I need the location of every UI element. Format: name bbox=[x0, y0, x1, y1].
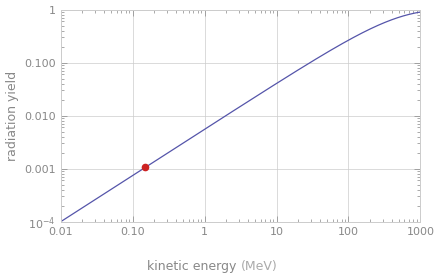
Y-axis label: radiation yield: radiation yield bbox=[6, 71, 18, 161]
Text: (MeV): (MeV) bbox=[241, 260, 277, 273]
Text: kinetic energy: kinetic energy bbox=[147, 260, 241, 273]
